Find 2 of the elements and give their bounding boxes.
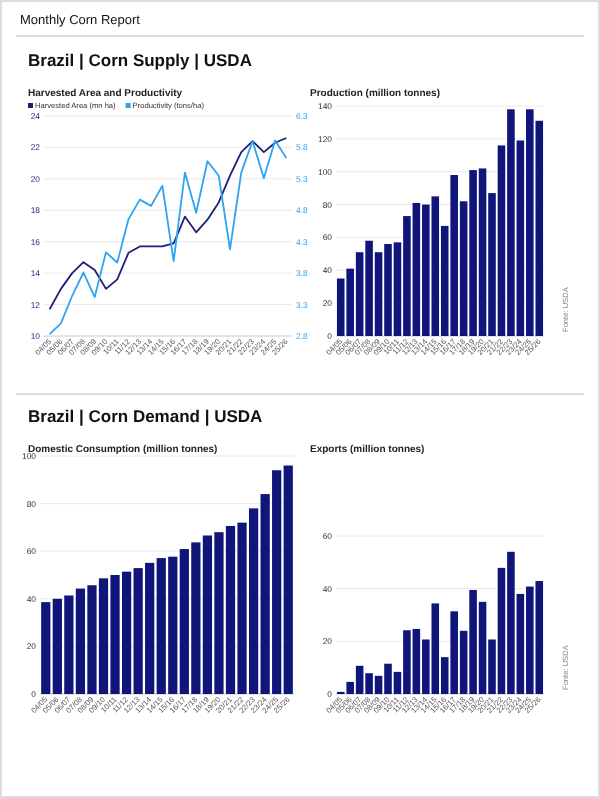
text: Brazil | Corn Demand | USDA <box>28 406 263 426</box>
text: Brazil | Corn Supply | USDA <box>28 50 252 70</box>
